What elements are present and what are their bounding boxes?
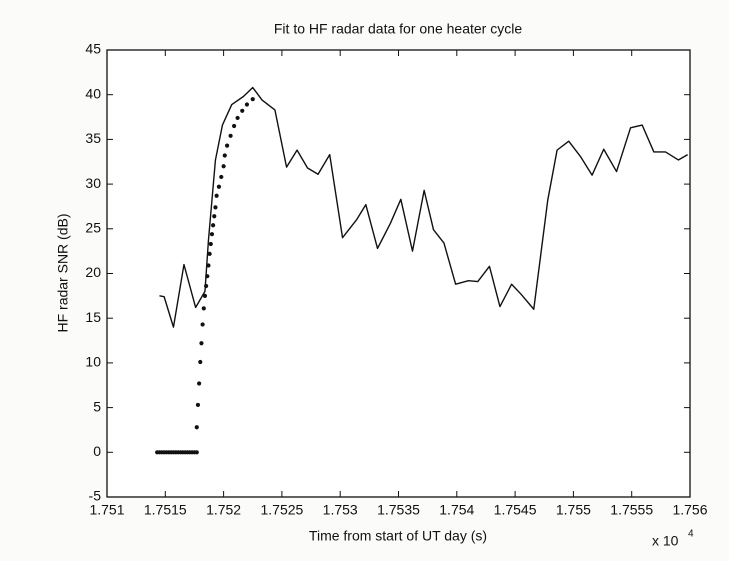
y-tick-label: 20 xyxy=(85,264,101,280)
chart-title: Fit to HF radar data for one heater cycl… xyxy=(274,21,522,37)
fit-point xyxy=(228,133,233,138)
fit-point xyxy=(231,123,237,129)
x-tick-label: 1.751 xyxy=(89,502,124,518)
fit-point xyxy=(204,283,209,289)
fit-point xyxy=(211,223,216,228)
x-tick-label: 1.754 xyxy=(439,502,474,518)
x-tick-label: 1.7555 xyxy=(610,502,653,518)
y-tick-label: 45 xyxy=(85,41,101,57)
x-tick-label: 1.7515 xyxy=(144,502,187,518)
y-tick-label: -5 xyxy=(89,488,102,504)
fit-point xyxy=(209,232,215,237)
x-tick-label: 1.756 xyxy=(672,502,707,518)
x-tick-label: 1.7545 xyxy=(494,502,537,518)
fit-point xyxy=(205,274,210,279)
fit-point xyxy=(198,359,203,365)
fit-point xyxy=(212,214,217,219)
data-line xyxy=(159,86,689,328)
fit-point xyxy=(240,108,245,113)
fit-point xyxy=(216,184,222,189)
fit-point xyxy=(194,425,199,430)
y-tick-label: 10 xyxy=(85,354,101,370)
fit-point xyxy=(194,450,199,455)
x-tick-label: 1.755 xyxy=(556,502,591,518)
fit-point xyxy=(219,174,224,180)
x-tick-label: 1.7535 xyxy=(377,502,420,518)
fit-point xyxy=(200,322,205,327)
y-tick-label: 0 xyxy=(93,443,101,459)
fit-point xyxy=(206,263,211,268)
x-tick-label: 1.7525 xyxy=(260,502,303,518)
fit-point xyxy=(199,341,204,346)
plot-box xyxy=(106,49,691,498)
x-axis-label: Time from start of UT day (s) xyxy=(309,528,487,544)
y-tick-label: 15 xyxy=(85,309,101,325)
y-tick-label: 40 xyxy=(85,85,101,101)
fit-point xyxy=(214,193,219,198)
fit-point xyxy=(224,143,230,148)
y-tick-label: 30 xyxy=(85,175,101,191)
y-axis-label: HF radar SNR (dB) xyxy=(55,213,71,332)
y-tick-label: 25 xyxy=(85,220,101,236)
fit-point xyxy=(213,205,218,210)
x-tick-label: 1.752 xyxy=(206,502,241,518)
fit-point xyxy=(222,153,227,158)
x-multiplier: x 10 xyxy=(652,533,679,549)
y-tick-label: 5 xyxy=(93,398,101,414)
x-multiplier-exponent: 4 xyxy=(688,529,694,540)
y-tick-label: 35 xyxy=(85,130,101,146)
fit-point xyxy=(202,293,208,298)
fit-point xyxy=(235,115,240,121)
x-tick-label: 1.753 xyxy=(323,502,358,518)
fit-point xyxy=(195,402,201,408)
fit-point xyxy=(201,306,206,311)
fit-point xyxy=(244,102,250,107)
fit-point xyxy=(250,97,255,102)
fit-point xyxy=(208,241,213,247)
fit-point xyxy=(221,164,226,169)
fit-point xyxy=(197,381,202,386)
fit-point xyxy=(207,251,212,256)
